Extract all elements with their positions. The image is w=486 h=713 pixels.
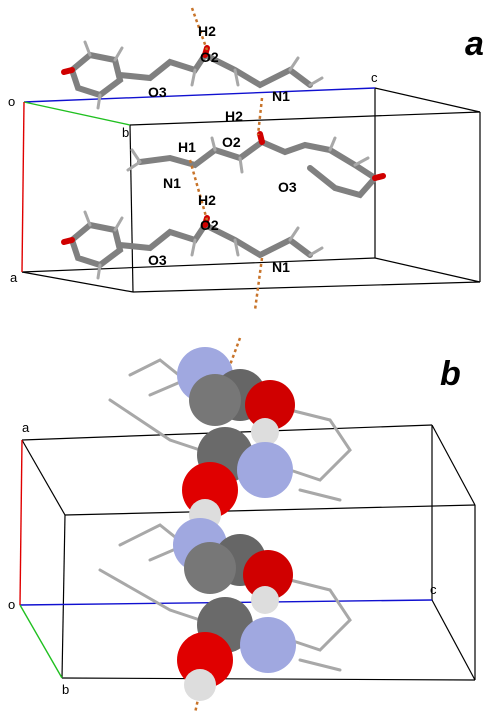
axis-label: a — [10, 270, 18, 285]
axis-label: a — [22, 420, 30, 435]
molecules — [64, 8, 383, 310]
atom-label: N1 — [163, 175, 181, 191]
panel-label: a — [465, 25, 484, 63]
atom-label: H1 — [178, 139, 196, 155]
atom-label: O3 — [148, 252, 167, 268]
axis-label: b — [122, 125, 129, 140]
molecules — [100, 338, 350, 713]
atom-label: H2 — [198, 192, 216, 208]
atom-label: H2 — [198, 23, 216, 39]
panel-a: a o c b a H2 O2 O3 N1 H2 H1 O2 N1 O3 H2 … — [8, 8, 484, 310]
axis-label: b — [62, 682, 69, 697]
atom-label: H2 — [225, 108, 243, 124]
atom-label: O2 — [200, 49, 219, 65]
atom-label: O2 — [222, 134, 241, 150]
axis-label: o — [8, 597, 15, 612]
axis-label: c — [430, 582, 437, 597]
atom-label: O3 — [278, 179, 297, 195]
panel-b: b a o c b — [8, 338, 475, 713]
atom-label: N1 — [272, 259, 290, 275]
atom-label: N1 — [272, 88, 290, 104]
panel-label: b — [440, 355, 461, 393]
atom-label: O2 — [200, 217, 219, 233]
figure: a o c b a H2 O2 O3 N1 H2 H1 O2 N1 O3 H2 … — [0, 0, 486, 713]
atom-label: O3 — [148, 84, 167, 100]
axis-label: o — [8, 94, 15, 109]
axis-label: c — [371, 70, 378, 85]
